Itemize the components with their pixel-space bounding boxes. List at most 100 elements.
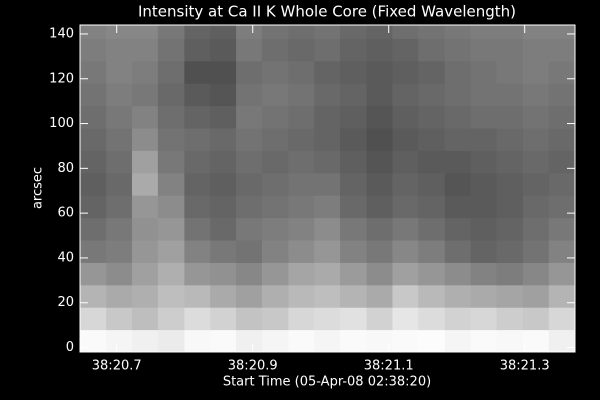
heatmap-cell: [366, 240, 394, 263]
heatmap-cell: [236, 262, 264, 286]
heatmap-cell: [157, 128, 185, 151]
heatmap-cell: [261, 25, 289, 39]
heatmap-cell: [444, 329, 472, 352]
heatmap-cell: [548, 105, 575, 129]
heatmap-cell: [496, 128, 524, 151]
heatmap-cell: [548, 284, 575, 308]
heatmap-cell: [496, 262, 524, 286]
heatmap-cell: [157, 172, 185, 196]
heatmap-cell: [340, 60, 368, 84]
heatmap-cell: [444, 150, 472, 174]
heatmap-cell: [261, 284, 289, 308]
y-tick-label: 20: [57, 295, 74, 310]
heatmap-cell: [288, 83, 316, 107]
heatmap-cell: [314, 60, 342, 84]
heatmap-cell: [444, 262, 472, 286]
heatmap-cell: [340, 25, 368, 39]
heatmap-cell: [522, 25, 551, 39]
heatmap-cell: [340, 105, 368, 129]
heatmap-cell: [80, 217, 107, 241]
heatmap-cell: [210, 128, 238, 151]
heatmap-cell: [106, 25, 134, 39]
heatmap-cell: [444, 105, 472, 129]
heatmap-cell: [261, 195, 289, 219]
heatmap-cell: [132, 150, 160, 174]
y-tick-label: 80: [57, 161, 74, 176]
y-tick-label: 40: [57, 250, 74, 265]
heatmap-cell: [340, 172, 368, 196]
heatmap-cell: [314, 284, 342, 308]
heatmap-cell: [314, 38, 342, 62]
heatmap-cell: [470, 262, 498, 286]
heatmap-cell: [157, 262, 185, 286]
heatmap-cell: [548, 60, 575, 84]
heatmap-cell: [106, 60, 134, 84]
heatmap-cell: [80, 105, 107, 129]
heatmap-cell: [366, 150, 394, 174]
heatmap-cell: [522, 262, 551, 286]
heatmap-cell: [418, 307, 446, 331]
heatmap-cell: [314, 240, 342, 263]
heatmap-cell: [548, 262, 575, 286]
heatmap-cell: [418, 128, 446, 151]
heatmap-cell: [470, 195, 498, 219]
heatmap-cell: [392, 240, 420, 263]
heatmap-cell: [418, 60, 446, 84]
y-tick-label: 140: [49, 26, 74, 41]
heatmap-cell: [548, 195, 575, 219]
heatmap-cell: [288, 329, 316, 352]
heatmap-cell: [314, 83, 342, 107]
heatmap-cell: [392, 105, 420, 129]
heatmap-cell: [210, 83, 238, 107]
heatmap-cell: [392, 195, 420, 219]
heatmap-cell: [157, 217, 185, 241]
heatmap-cell: [418, 284, 446, 308]
heatmap-cell: [548, 217, 575, 241]
heatmap-cell: [314, 150, 342, 174]
heatmap-cell: [340, 195, 368, 219]
heatmap-cell: [236, 60, 264, 84]
heatmap-cell: [496, 150, 524, 174]
heatmap-cell: [340, 262, 368, 286]
heatmap-cell: [392, 262, 420, 286]
heatmap-cell: [106, 38, 134, 62]
heatmap-cell: [261, 329, 289, 352]
heatmap-cell: [444, 38, 472, 62]
heatmap-cell: [470, 240, 498, 263]
heatmap-cell: [496, 329, 524, 352]
heatmap-cell: [366, 307, 394, 331]
heatmap-cell: [548, 128, 575, 151]
heatmap-cell: [548, 25, 575, 39]
heatmap-cell: [288, 25, 316, 39]
heatmap-cell: [444, 240, 472, 263]
heatmap-cell: [392, 128, 420, 151]
heatmap-cell: [132, 307, 160, 331]
heatmap-cell: [288, 307, 316, 331]
heatmap-cell: [261, 172, 289, 196]
heatmap-cell: [80, 172, 107, 196]
heatmap-cell: [314, 128, 342, 151]
heatmap-cell: [210, 307, 238, 331]
heatmap-cell: [522, 128, 551, 151]
heatmap-cell: [366, 60, 394, 84]
heatmap-cell: [132, 25, 160, 39]
heatmap-cell: [496, 25, 524, 39]
heatmap-cell: [522, 329, 551, 352]
heatmap-cell: [132, 83, 160, 107]
heatmap-cell: [392, 150, 420, 174]
heatmap-cell: [392, 284, 420, 308]
heatmap-cell: [157, 60, 185, 84]
heatmap-cell: [132, 105, 160, 129]
heatmap-cell: [392, 172, 420, 196]
heatmap-cell: [418, 262, 446, 286]
heatmap-cell: [184, 240, 212, 263]
heatmap-cell: [288, 195, 316, 219]
heatmap-cell: [418, 105, 446, 129]
heatmap-cell: [288, 38, 316, 62]
heatmap-cell: [522, 195, 551, 219]
heatmap-cell: [261, 83, 289, 107]
heatmap-cell: [548, 172, 575, 196]
heatmap-cell: [210, 329, 238, 352]
heatmap-cell: [288, 240, 316, 263]
